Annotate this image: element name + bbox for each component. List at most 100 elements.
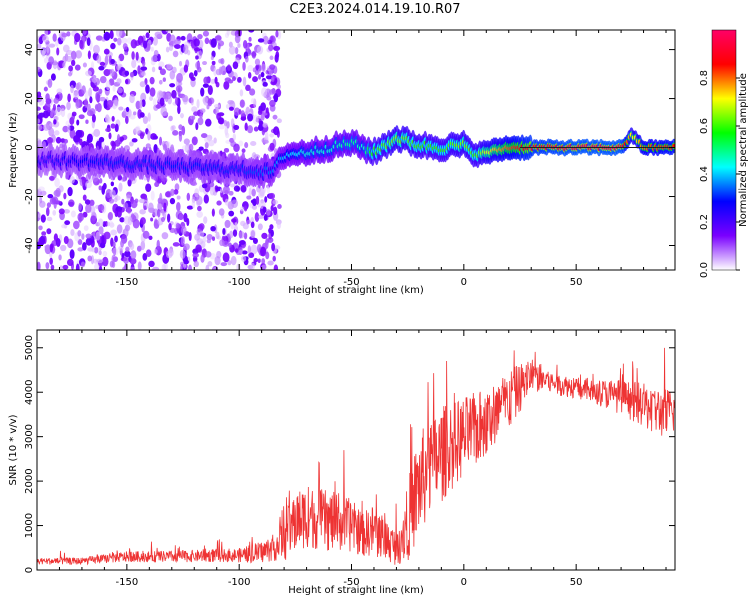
noise-cell [242, 39, 248, 49]
noise-cell [50, 264, 55, 270]
noise-cell [199, 113, 203, 119]
colorbar-label: Normalized spectral amplitude [738, 73, 749, 227]
noise-cell [226, 121, 230, 129]
noise-cell [139, 209, 144, 215]
noise-cell [227, 260, 232, 266]
noise-cell [58, 208, 65, 215]
noise-cell [157, 208, 161, 218]
noise-cell [89, 199, 95, 207]
noise-cell [122, 266, 127, 270]
noise-cell [191, 115, 196, 120]
noise-cell [130, 39, 138, 49]
noise-cell [152, 97, 157, 107]
noise-cell [67, 186, 73, 197]
noise-cell [261, 264, 267, 270]
noise-cell [55, 238, 61, 247]
noise-cell [103, 31, 111, 41]
noise-cell [152, 36, 158, 46]
noise-cell [119, 217, 125, 223]
noise-cell [207, 261, 213, 267]
noise-cell [49, 243, 54, 253]
noise-cell [102, 256, 109, 267]
noise-cell [232, 61, 239, 70]
noise-cell [180, 225, 187, 235]
x-tick-label: 0 [461, 577, 467, 588]
noise-cell [64, 220, 71, 226]
noise-cell [233, 124, 240, 131]
noise-cell [43, 57, 49, 64]
noise-cell [68, 71, 73, 77]
noise-cell [166, 213, 171, 223]
noise-cell [250, 262, 255, 270]
noise-cell [70, 50, 77, 61]
noise-cell [109, 189, 116, 198]
noise-cell [121, 198, 125, 205]
snr-marks [37, 347, 675, 566]
noise-cell [133, 126, 141, 135]
noise-cell [233, 143, 240, 153]
noise-cell [173, 189, 179, 195]
noise-cell [183, 259, 189, 265]
noise-cell [130, 266, 136, 270]
noise-cell [191, 136, 198, 146]
noise-cell [164, 191, 171, 198]
noise-cell [193, 38, 200, 47]
noise-cell [62, 264, 69, 270]
noise-cell [215, 231, 220, 240]
noise-cell [217, 117, 224, 125]
noise-cell [116, 78, 122, 85]
noise-cell [259, 187, 265, 197]
noise-cell [200, 133, 208, 139]
noise-cell [256, 45, 264, 55]
noise-cell [202, 83, 209, 88]
noise-cell [266, 208, 271, 216]
noise-cell [174, 44, 181, 49]
noise-cell [47, 78, 53, 89]
noise-cell [159, 68, 167, 76]
noise-cell [135, 51, 139, 61]
noise-cell [122, 43, 128, 50]
noise-cell [194, 233, 201, 241]
noise-cell [154, 218, 158, 226]
noise-cell [40, 214, 46, 223]
noise-cell [41, 35, 49, 43]
noise-cell [218, 124, 225, 130]
noise-cell [238, 140, 244, 147]
noise-cell [202, 61, 208, 66]
x-tick-label: 50 [570, 577, 583, 588]
noise-cell [67, 124, 71, 133]
noise-cell [93, 246, 99, 254]
noise-cell [178, 124, 183, 130]
noise-cell [127, 179, 132, 187]
noise-cell [269, 64, 276, 70]
noise-cell [220, 65, 227, 76]
noise-cell [198, 146, 204, 151]
noise-cell [63, 192, 67, 200]
noise-cell [63, 209, 70, 214]
noise-cell [110, 181, 115, 187]
noise-cell [108, 132, 112, 140]
noise-cell [50, 73, 56, 81]
noise-cell [248, 252, 255, 259]
noise-cell [37, 118, 41, 124]
noise-cell [79, 39, 84, 49]
x-tick-label: -150 [116, 277, 139, 288]
noise-cell [71, 111, 77, 117]
noise-cell [62, 61, 66, 69]
noise-cell [85, 204, 92, 214]
noise-cell [114, 235, 118, 243]
noise-cell [264, 240, 269, 249]
noise-cell [213, 67, 217, 77]
noise-cell [264, 196, 268, 203]
noise-cell [227, 79, 234, 84]
noise-cell [61, 224, 67, 229]
noise-cell [68, 199, 75, 208]
noise-cell [142, 230, 150, 239]
y-tick-label: 40 [24, 43, 35, 56]
snr-series-line [37, 347, 675, 566]
noise-cell [38, 212, 42, 219]
noise-cell [234, 222, 238, 231]
noise-cell [54, 130, 60, 136]
noise-cell [151, 66, 156, 73]
noise-cell [172, 130, 179, 136]
